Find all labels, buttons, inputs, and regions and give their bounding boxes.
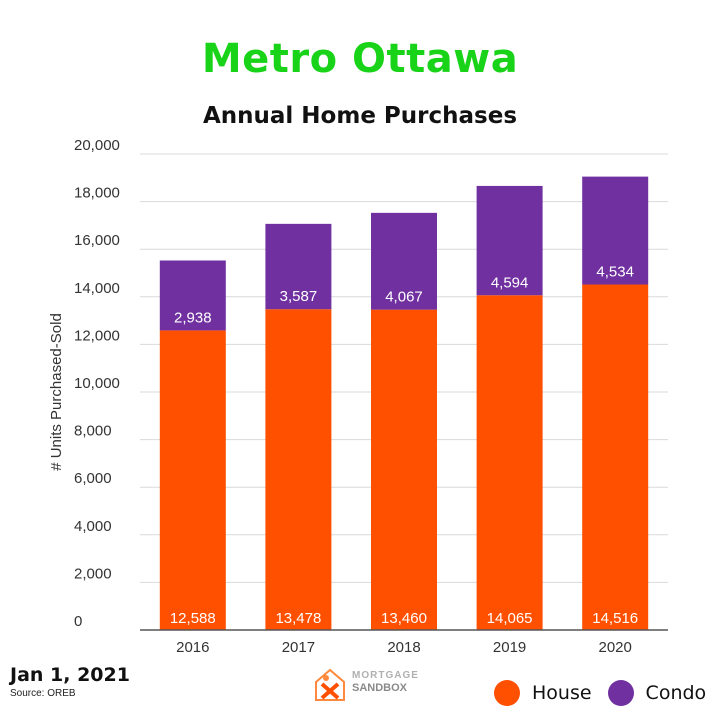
x-tick-label: 2019: [493, 639, 526, 656]
data-label-condo: 4,067: [385, 289, 423, 306]
x-tick-label: 2018: [387, 639, 420, 656]
data-label-house: 12,588: [170, 610, 216, 627]
y-tick-label: 16,000: [74, 232, 120, 249]
y-tick-label: 18,000: [74, 185, 120, 202]
data-label-house: 13,460: [381, 610, 427, 627]
bar-condo: [159, 260, 226, 331]
legend-item-condo: Condo: [607, 680, 707, 706]
data-label-condo: 4,594: [491, 274, 529, 291]
bar-house: [159, 330, 226, 630]
y-tick-label: 6,000: [74, 470, 112, 487]
bar-house: [582, 284, 649, 630]
legend: House Condo: [494, 680, 720, 706]
bar-house: [371, 309, 437, 630]
source-label: Source: OREB: [10, 688, 76, 699]
x-tick-label: 2016: [176, 639, 209, 656]
y-tick-label: 14,000: [74, 280, 120, 297]
bar-house: [265, 309, 332, 630]
legend-label-house: House: [532, 682, 592, 704]
data-label-house: 14,516: [592, 610, 638, 627]
bar-condo: [265, 223, 332, 310]
logo-text-bottom: SANDBOX: [352, 682, 408, 694]
legend-swatch-house: [494, 680, 520, 706]
data-label-house: 13,478: [275, 610, 321, 627]
y-tick-label: 10,000: [74, 375, 120, 392]
bar-condo: [476, 185, 543, 296]
y-tick-label: 0: [74, 613, 82, 630]
data-label-condo: 2,938: [174, 309, 212, 326]
y-axis-label: # Units Purchased-Sold: [48, 313, 65, 471]
data-label-house: 14,065: [487, 610, 533, 627]
bar-condo: [582, 176, 649, 285]
mortgage-sandbox-logo: MORTGAGE SANDBOX: [312, 664, 422, 708]
y-tick-label: 20,000: [74, 137, 120, 154]
x-tick-label: 2017: [282, 639, 315, 656]
y-tick-label: 12,000: [74, 327, 120, 344]
chart-title: Metro Ottawa: [201, 36, 519, 82]
chart-subtitle: Annual Home Purchases: [202, 103, 518, 129]
legend-swatch-condo: [607, 680, 634, 706]
y-tick-label: 8,000: [74, 423, 112, 440]
legend-item-house: House: [494, 680, 592, 706]
x-tick-label: 2020: [599, 639, 632, 656]
legend-label-condo: Condo: [645, 682, 707, 704]
y-tick-label: 4,000: [74, 518, 112, 535]
logo-icon: [315, 668, 345, 701]
date-label: Jan 1, 2021: [10, 664, 130, 686]
bar-house: [476, 295, 543, 630]
y-tick-label: 2,000: [74, 565, 112, 582]
data-label-condo: 3,587: [280, 288, 318, 305]
data-label-condo: 4,534: [596, 264, 634, 281]
logo-text-top: MORTGAGE: [352, 670, 419, 681]
bar-condo: [371, 212, 437, 310]
